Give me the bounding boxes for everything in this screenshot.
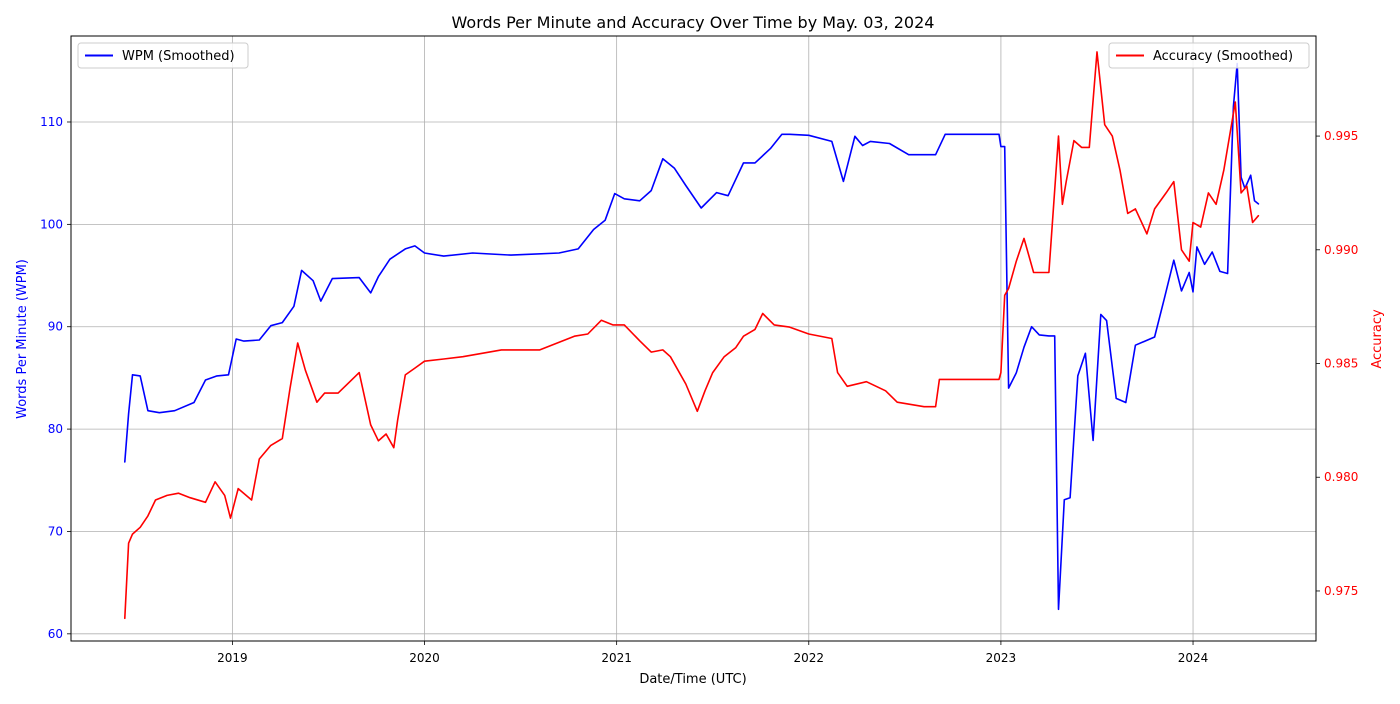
left-y-tick-label: 90 [48,320,63,334]
legend-accuracy: Accuracy (Smoothed) [1108,42,1310,69]
plot-area [71,36,1316,641]
legend-accuracy-label: Accuracy (Smoothed) [1153,49,1293,64]
left-y-tick-label: 110 [40,115,63,129]
right-y-axis-label: Accuracy [1370,309,1385,369]
x-tick-label: 2023 [986,651,1017,665]
legend-wpm-box [77,42,249,69]
wpm-series-line [124,62,1260,611]
x-tick-label: 2022 [794,651,825,665]
right-y-tick-label: 0.975 [1324,584,1358,598]
accuracy-series-line [124,51,1260,620]
legend-wpm-label: WPM (Smoothed) [122,49,235,64]
right-y-tick-label: 0.995 [1324,129,1358,143]
x-tick-label: 2021 [601,651,632,665]
right-y-axis: 0.975 0.980 0.985 0.990 0.995 [1316,129,1358,598]
right-y-tick-label: 0.980 [1324,470,1358,484]
left-y-tick-label: 70 [48,524,63,538]
left-y-tick-label: 80 [48,422,63,436]
left-y-tick-label: 100 [40,217,63,231]
x-tick-label: 2019 [217,651,248,665]
x-axis-label: Date/Time (UTC) [639,672,746,687]
legend-accuracy-box [1108,42,1310,69]
left-y-axis: 60 70 80 90 100 110 [40,115,71,641]
grid-lines [71,36,1316,641]
left-y-axis-label: Words Per Minute (WPM) [15,259,30,419]
right-y-tick-label: 0.985 [1324,357,1358,371]
right-y-tick-label: 0.990 [1324,243,1358,257]
legend-wpm: WPM (Smoothed) [77,42,249,69]
chart-title: Words Per Minute and Accuracy Over Time … [452,13,935,32]
plot-frame [70,35,1317,642]
series-layer [124,51,1260,620]
x-tick-label: 2020 [409,651,440,665]
x-axis: 2019 2020 2021 2022 2023 2024 [217,641,1208,665]
x-tick-label: 2024 [1178,651,1209,665]
left-y-tick-label: 60 [48,627,63,641]
